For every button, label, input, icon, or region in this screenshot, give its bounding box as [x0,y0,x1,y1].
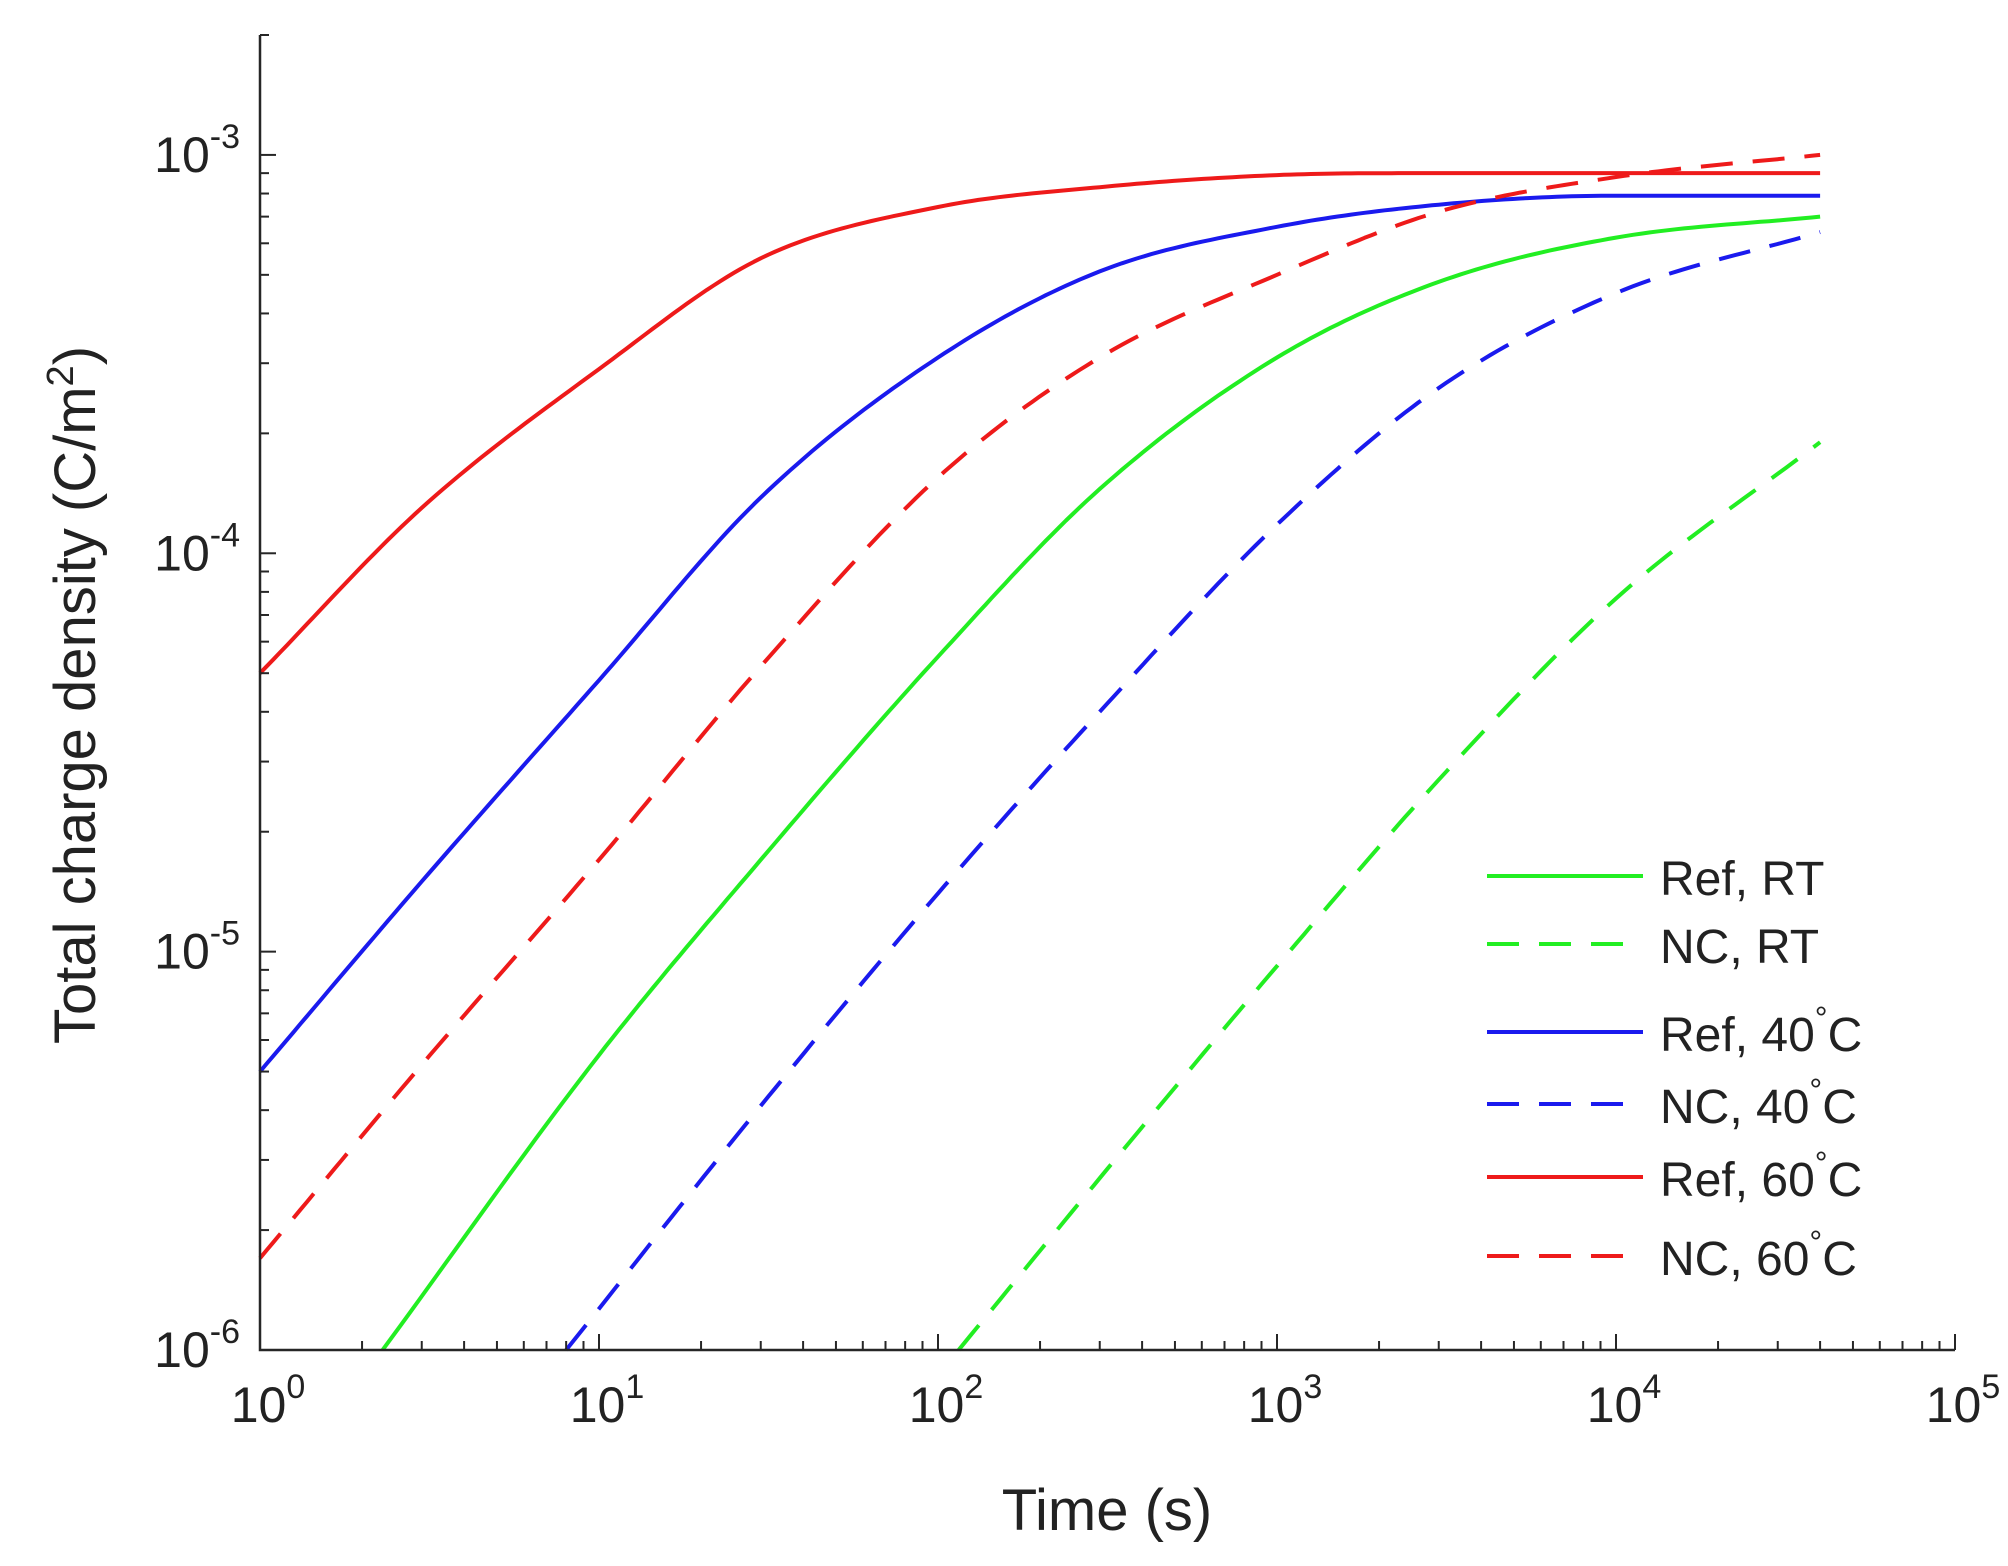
plot-area [258,152,1822,1352]
legend-label-3: Ref, 40°C [1660,1000,1862,1062]
y-axis-title-main: Total charge density (C/m [43,386,108,1044]
x-tick-label: 105 [1926,1368,2001,1433]
series-line-1 [380,214,1821,1352]
x-tick-labels: 100 101 102 103 104 105 [231,1368,2001,1433]
legend-label-5: Ref, 60°C [1660,1145,1862,1207]
legend: Ref, RT NC, RT Ref, 40°C NC, 40°C Ref, 60°C N… [1487,853,1862,1286]
axis-frame [258,35,1955,1352]
series-line-4 [564,230,1821,1352]
legend-label-4: NC, 40°C [1660,1072,1857,1134]
y-axis-title-superscript: 2 [40,365,82,386]
series-line-5 [258,171,1821,675]
y-tick-label: 10-5 [154,915,240,980]
x-tick-label: 102 [909,1368,984,1433]
y-tick-labels: 10-6 10-5 10-4 10-3 [154,118,240,1378]
x-tick-label: 100 [231,1368,306,1433]
y-axis-title-close: ) [43,346,108,365]
series-line-3 [258,193,1821,1073]
legend-label-2: NC, RT [1660,921,1819,974]
series-line-2 [957,440,1822,1352]
legend-label-1: Ref, RT [1660,853,1824,906]
x-tick-label: 101 [570,1368,645,1433]
y-tick-label: 10-6 [154,1313,240,1378]
legend-label-6: NC, 60°C [1660,1224,1857,1286]
y-tick-label: 10-3 [154,118,240,183]
y-axis-title: Total charge density (C/m2) [40,346,108,1044]
x-axis-title: Time (s) [1002,1478,1212,1543]
x-tick-label: 103 [1248,1368,1323,1433]
axis-ticks [259,34,1956,1351]
x-tick-label: 104 [1587,1368,1662,1433]
y-tick-label: 10-4 [154,516,240,581]
series-line-6 [258,152,1821,1260]
